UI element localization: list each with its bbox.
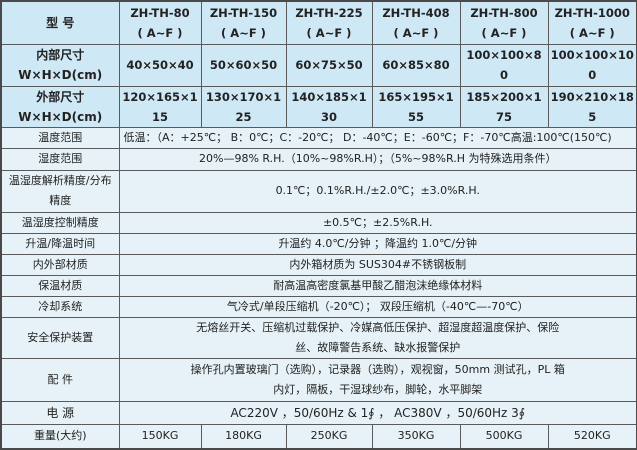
model-name: ZH-TH-408 xyxy=(382,5,450,20)
spec-row: 保温材质 耐高温高密度氯基甲酸乙醋泡沫绝缘体材料 xyxy=(0,274,637,297)
inner-size-cell: 60×75×50 xyxy=(285,43,373,87)
outer-size-row: 外部尺寸 W×H×D(cm) 120×165×115 130×170×125 14… xyxy=(0,85,637,128)
model-suffix: ( A~F ) xyxy=(221,25,266,40)
spec-row: 温湿度控制精度 ±0.5℃；±2.5%R.H. xyxy=(0,211,637,234)
spec-label: 配 件 xyxy=(0,357,120,402)
spec-value: 气冷式/单段压缩机（-20℃）； 双段压缩机（-40℃—-70℃） xyxy=(118,295,637,318)
model-label: 型 号 xyxy=(0,0,120,45)
spec-row: 安全保护装置 无熔丝开关、压缩机过载保护、冷媒高低压保护、超湿度超温度保护、保险丝… xyxy=(0,316,637,359)
weight-cell: 250KG xyxy=(285,423,373,450)
model-cell: ZH-TH-800 ( A~F ) xyxy=(459,0,549,45)
spec-value: 低温：（A：+25℃； B：0℃；C：-20℃； D：-40℃；E：-60℃；F… xyxy=(118,126,637,149)
model-suffix: ( A~F ) xyxy=(306,25,352,40)
spec-label: 升温/降温时间 xyxy=(0,232,120,255)
outer-size-cell: 130×170×125 xyxy=(200,85,287,128)
model-suffix: ( A~F ) xyxy=(569,25,615,40)
inner-size-label: 内部尺寸 W×H×D(cm) xyxy=(0,43,120,87)
spec-row: 配 件操作孔内置玻璃门（选购），记录器（选购），观视窗，50mm 测试孔，PL … xyxy=(0,357,637,402)
weight-cell: 520KG xyxy=(547,423,637,450)
inner-size-row: 内部尺寸 W×H×D(cm) 40×50×40 50×60×50 60×75×50… xyxy=(0,43,637,87)
inner-size-cell: 60×85×80 xyxy=(371,43,461,87)
spec-value: 无熔丝开关、压缩机过载保护、冷媒高低压保护、超湿度超温度保护、保险丝、故障警告系… xyxy=(118,316,637,359)
spec-label: 电 源 xyxy=(0,400,120,425)
inner-size-cell: 40×50×40 xyxy=(118,43,202,87)
spec-row: 冷却系统 气冷式/单段压缩机（-20℃）； 双段压缩机（-40℃—-70℃） xyxy=(0,295,637,318)
spec-value: 20%—98% R.H.（10%~98%R.H）；（5%~98%R.H 为特殊选… xyxy=(118,147,637,171)
inner-size-cell: 100×100×80 xyxy=(459,43,549,87)
model-suffix: ( A~F ) xyxy=(393,25,439,40)
spec-value: 操作孔内置玻璃门（选购），记录器（选购），观视窗，50mm 测试孔，PL 箱内灯… xyxy=(118,357,637,402)
model-name: ZH-TH-1000 xyxy=(554,5,630,20)
outer-size-cell: 165×195×155 xyxy=(371,85,461,128)
spec-value: 耐高温高密度氯基甲酸乙醋泡沫绝缘体材料 xyxy=(118,274,637,297)
inner-size-cell: 50×60×50 xyxy=(200,43,287,87)
spec-value: 内外箱材质为 SUS304#不锈钢板制 xyxy=(118,253,637,276)
outer-size-label: 外部尺寸 W×H×D(cm) xyxy=(0,85,120,128)
weight-row: 重量(大约) 150KG 180KG 250KG 350KG 500KG 520… xyxy=(0,423,637,450)
spec-row: 温湿度解析精度/分布精度 0.1℃；0.1%R.H./±2.0℃；±3.0%R.H… xyxy=(0,169,637,213)
model-cell: ZH-TH-225 ( A~F ) xyxy=(285,0,373,45)
weight-label: 重量(大约) xyxy=(0,423,120,450)
spec-label: 温度范围 xyxy=(0,126,120,149)
spec-value: 0.1℃；0.1%R.H./±2.0℃；±3.0%R.H. xyxy=(118,169,637,213)
spec-value: 升温约 4.0℃/分钟 ；降温约 1.0℃/分钟 xyxy=(118,232,637,255)
spec-value: ±0.5℃；±2.5%R.H. xyxy=(118,211,637,234)
weight-cell: 500KG xyxy=(459,423,549,450)
spec-row: 电 源 AC220V ，50/60Hz & 1∮ ， AC380V ，50/60H… xyxy=(0,400,637,425)
model-cell: ZH-TH-150 ( A~F ) xyxy=(200,0,287,45)
spec-row: 内外部材质 内外箱材质为 SUS304#不锈钢板制 xyxy=(0,253,637,276)
outer-size-cell: 120×165×115 xyxy=(118,85,202,128)
spec-label: 安全保护装置 xyxy=(0,316,120,359)
model-name: ZH-TH-225 xyxy=(295,5,363,20)
outer-size-cell: 185×200×175 xyxy=(459,85,549,128)
model-suffix: ( A~F ) xyxy=(481,25,527,40)
weight-cell: 350KG xyxy=(371,423,461,450)
model-name: ZH-TH-150 xyxy=(209,5,278,20)
model-cell: ZH-TH-1000 ( A~F ) xyxy=(547,0,637,45)
spec-label: 保温材质 xyxy=(0,274,120,297)
spec-value: AC220V ，50/60Hz & 1∮ ， AC380V ，50/60Hz 3… xyxy=(118,400,637,425)
model-cell: ZH-TH-408 ( A~F ) xyxy=(371,0,461,45)
model-name: ZH-TH-800 xyxy=(470,5,538,20)
model-suffix: ( A~F ) xyxy=(137,25,183,40)
spec-row: 湿度范围 20%—98% R.H.（10%~98%R.H）；（5%~98%R.H … xyxy=(0,147,637,171)
model-name: ZH-TH-80 xyxy=(130,5,190,20)
spec-row: 温度范围 低温：（A：+25℃； B：0℃；C：-20℃； D：-40℃；E：-6… xyxy=(0,126,637,149)
spec-label: 温湿度控制精度 xyxy=(0,211,120,234)
model-row: 型 号 ZH-TH-80 ( A~F ) ZH-TH-150 ( A~F ) ZH-… xyxy=(0,0,637,45)
spec-label: 温湿度解析精度/分布精度 xyxy=(0,169,120,213)
model-cell: ZH-TH-80 ( A~F ) xyxy=(118,0,202,45)
inner-size-cell: 100×100×100 xyxy=(547,43,637,87)
spec-label: 冷却系统 xyxy=(0,295,120,318)
outer-size-cell: 190×210×185 xyxy=(547,85,637,128)
spec-label: 湿度范围 xyxy=(0,147,120,171)
spec-label: 内外部材质 xyxy=(0,253,120,276)
spec-row: 升温/降温时间 升温约 4.0℃/分钟 ；降温约 1.0℃/分钟 xyxy=(0,232,637,255)
outer-size-cell: 140×185×130 xyxy=(285,85,373,128)
weight-cell: 150KG xyxy=(118,423,202,450)
weight-cell: 180KG xyxy=(200,423,287,450)
